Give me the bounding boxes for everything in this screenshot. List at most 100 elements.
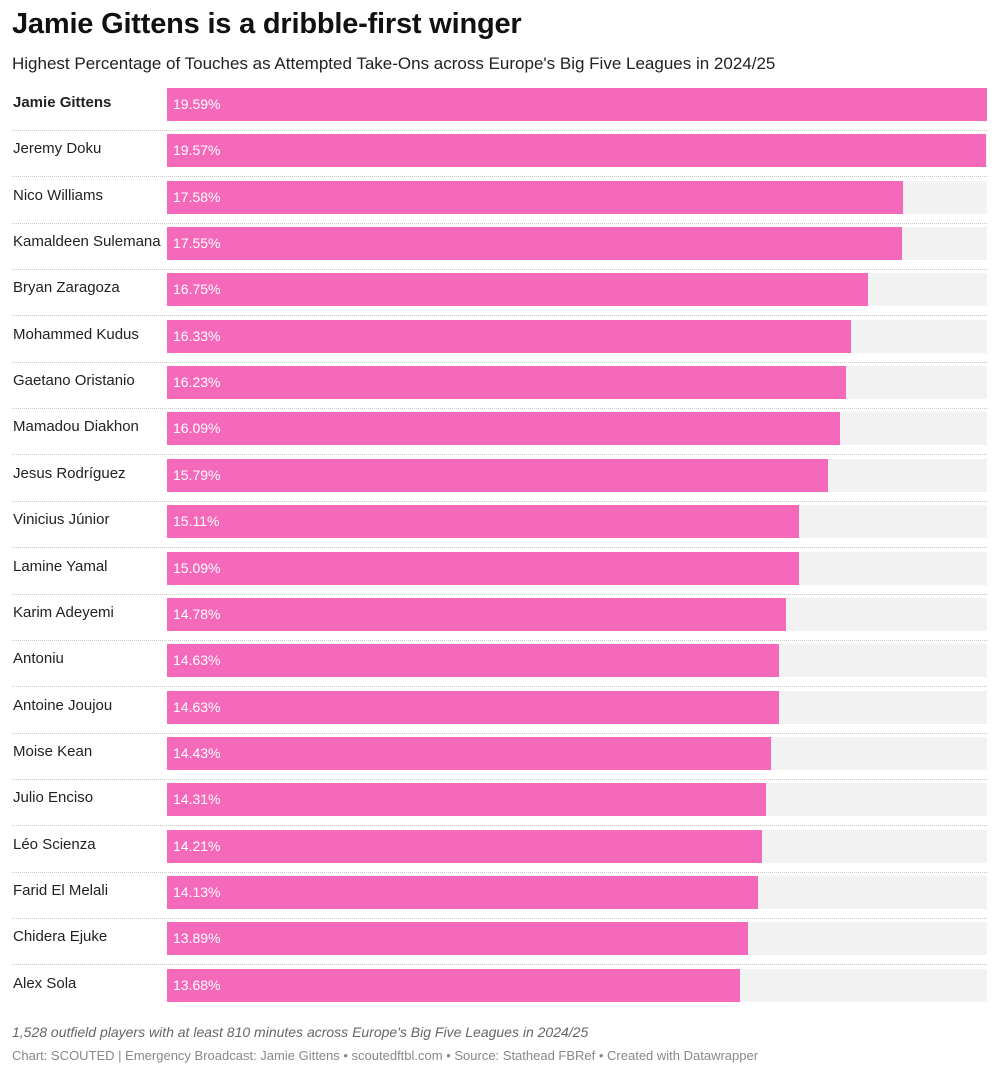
bar-category-label: Jamie Gittens (13, 94, 112, 111)
bar-value-label: 15.09% (173, 559, 221, 576)
bar-row: Vinicius Júnior 15.11% (12, 501, 987, 549)
bar-value-label: 14.63% (173, 698, 221, 715)
bar: 14.78% (167, 597, 786, 631)
bar-track: 14.43% (167, 736, 987, 770)
bar-category-label: Lamine Yamal (13, 557, 108, 575)
bar-row: Nico Williams 17.58% (12, 177, 987, 224)
bar-row: Mamadou Diakhon 16.09% (12, 408, 987, 456)
bar-row: Jesus Rodríguez 15.79% (12, 455, 987, 502)
bar-value-label: 15.11% (173, 513, 220, 530)
bar-category-label: Mamadou Diakhon (13, 418, 139, 436)
bar-row: Antoine Joujou 14.63% (12, 687, 987, 734)
bar-category-label: Antoniu (13, 650, 64, 668)
bar: 15.11% (167, 505, 800, 539)
bar-category-label: Jeremy Doku (13, 140, 102, 158)
bar: 14.13% (167, 875, 759, 909)
bar: 17.58% (167, 180, 903, 214)
bar-value-label: 17.55% (173, 235, 221, 252)
bar-category-label: Jesus Rodríguez (13, 464, 126, 482)
bar: 14.43% (167, 736, 771, 770)
bar-value-label: 15.79% (173, 466, 221, 483)
bar-row: Karim Adeyemi 14.78% (12, 594, 987, 641)
bar-category-label: Mohammed Kudus (13, 325, 139, 343)
bar-track: 14.31% (167, 783, 987, 817)
bar-category-label: Alex Sola (13, 974, 77, 992)
bar: 14.31% (167, 783, 766, 817)
bar-row: Farid El Melali 14.13% (12, 872, 987, 919)
bar-category-label: Julio Enciso (13, 789, 94, 807)
chart-footer: Chart: SCOUTED | Emergency Broadcast: Ja… (12, 1048, 759, 1063)
bar-value-label: 16.33% (173, 327, 221, 344)
bar-row: Jamie Gittens 19.59% (12, 84, 987, 131)
bar: 13.89% (167, 922, 749, 956)
bar: 14.21% (167, 829, 762, 863)
bar-track: 19.57% (167, 134, 987, 168)
bar: 19.57% (167, 134, 987, 168)
bar-row: Bryan Zaragoza 16.75% (12, 269, 987, 317)
bar-category-label: Chidera Ejuke (13, 928, 108, 946)
bar-track: 16.33% (167, 319, 987, 353)
bar-row: Mohammed Kudus 16.33% (12, 316, 987, 363)
chart-title: Jamie Gittens is a dribble-first winger (12, 8, 522, 40)
bar-row: Moise Kean 14.43% (12, 733, 987, 780)
bar-category-label: Vinicius Júnior (13, 511, 110, 529)
bar: 16.75% (167, 273, 869, 307)
bar-value-label: 17.58% (173, 188, 221, 205)
bar-track: 14.63% (167, 690, 987, 724)
bar-track: 16.09% (167, 412, 987, 446)
bar-category-label: Bryan Zaragoza (13, 279, 120, 297)
bar-category-label: Farid El Melali (13, 881, 109, 899)
bar-track: 16.23% (167, 366, 987, 400)
bar-value-label: 19.59% (173, 96, 221, 112)
bar-value-label: 14.21% (173, 837, 221, 854)
bar-value-label: 16.75% (173, 281, 221, 298)
bar-value-label: 16.23% (173, 374, 221, 391)
bar-track: 13.68% (167, 968, 987, 1002)
bar-track: 14.63% (167, 644, 987, 678)
bar-row: Gaetano Oristanio 16.23% (12, 362, 987, 410)
bar: 14.63% (167, 690, 780, 724)
bar-track: 19.59% (167, 88, 987, 121)
bar-category-label: Antoine Joujou (13, 696, 113, 714)
bar-value-label: 16.09% (173, 420, 221, 437)
bar-row: Chidera Ejuke 13.89% (12, 918, 987, 966)
bar-value-label: 13.68% (173, 976, 221, 993)
bar-value-label: 14.43% (173, 744, 221, 761)
bar-track: 17.55% (167, 227, 987, 261)
bar-track: 17.58% (167, 180, 987, 214)
bar: 14.63% (167, 644, 780, 678)
bar-row: Antoniu 14.63% (12, 640, 987, 688)
bar-row: Lamine Yamal 15.09% (12, 548, 987, 595)
bar-value-label: 14.13% (173, 883, 221, 900)
bar-value-label: 19.57% (173, 142, 221, 159)
bar-track: 15.79% (167, 458, 987, 492)
bar: 16.09% (167, 412, 841, 446)
bar-value-label: 14.31% (173, 791, 221, 808)
bar-track: 16.75% (167, 273, 987, 307)
bar-category-label: Nico Williams (13, 186, 103, 204)
bar: 13.68% (167, 968, 740, 1002)
bar-value-label: 14.63% (173, 652, 221, 669)
bar-track: 13.89% (167, 922, 987, 956)
chart-subtitle: Highest Percentage of Touches as Attempt… (12, 54, 776, 73)
chart-notes: 1,528 outfield players with at least 810… (12, 1024, 589, 1040)
bar-row: Kamaldeen Sulemana 17.55% (12, 223, 987, 271)
bar: 16.23% (167, 366, 847, 400)
bar-track: 14.78% (167, 597, 987, 631)
bar-category-label: Moise Kean (13, 742, 93, 760)
bar-value-label: 14.78% (173, 605, 221, 622)
bar-track: 14.13% (167, 875, 987, 909)
bar-track: 15.11% (167, 505, 987, 539)
bar-category-label: Léo Scienza (13, 835, 96, 853)
bar-row: Alex Sola 13.68% (12, 965, 987, 1011)
bar-track: 15.09% (167, 551, 987, 585)
bar-category-label: Karim Adeyemi (13, 603, 114, 621)
bar-category-label: Kamaldeen Sulemana (13, 233, 161, 251)
bar: 15.09% (167, 551, 799, 585)
bar: 16.33% (167, 319, 851, 353)
bar-track: 14.21% (167, 829, 987, 863)
bar-row: Jeremy Doku 19.57% (12, 130, 987, 178)
bar: 15.79% (167, 458, 828, 492)
bar-row: Léo Scienza 14.21% (12, 826, 987, 873)
bar-category-label: Gaetano Oristanio (13, 372, 135, 390)
